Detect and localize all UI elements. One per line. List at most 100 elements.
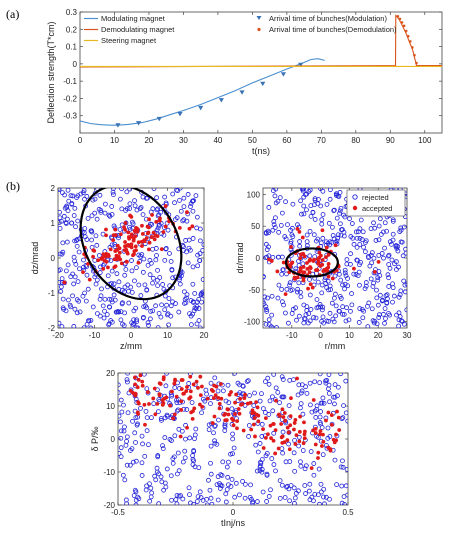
accepted-point [306,286,310,291]
accepted-point [294,433,299,438]
rejected-point [110,189,116,195]
demodulation-arrival-marker [411,46,414,49]
rejected-point [337,294,343,299]
rejected-point [279,482,285,488]
rejected-point [127,226,133,232]
rejected-point [265,295,270,301]
accepted-point [115,248,120,252]
rejected-point [349,221,355,226]
rejected-point [302,483,308,488]
rejected-point [58,225,63,231]
accepted-point [302,420,306,425]
accepted-point [301,278,306,283]
rejected-point [299,211,304,217]
rejected-point [240,383,246,389]
rejected-point [242,495,248,501]
rejected-point [190,208,196,214]
rejected-point [194,299,200,305]
rejected-point [303,312,309,318]
accepted-point [231,423,236,428]
rejected-point [133,502,139,505]
rejected-point [119,301,125,307]
rejected-point [187,492,192,498]
rejected-point [291,450,297,456]
accepted-point [104,227,108,232]
rejected-point [319,221,325,227]
rejected-point [280,267,286,273]
rejected-point [58,289,64,294]
rejected-point [394,312,399,318]
rejected-point [325,435,331,441]
rejected-point [343,483,348,489]
rejected-point [195,252,201,258]
rejected-point [310,209,316,215]
accepted-point [241,428,246,433]
rejected-point [228,451,233,457]
accepted-point [140,383,145,388]
rejected-point [264,309,270,314]
rejected-point [345,418,348,424]
rejected-point [222,428,228,433]
rejected-point [212,438,217,444]
rejected-point [327,399,332,405]
rejected-point [270,408,276,414]
accepted-point [185,210,189,215]
rejected-point [318,409,324,414]
rejected-point [317,414,323,420]
rejected-point [343,318,349,324]
rejected-point [339,483,345,489]
rejected-point [260,406,266,411]
rejected-point [138,293,144,298]
rejected-point [264,499,270,504]
rejected-point [307,380,313,386]
acceptance-ellipse [79,188,183,301]
rejected-point [250,499,256,505]
rejected-point [389,257,395,263]
rejected-point [341,312,347,317]
rejected-point [348,251,353,257]
rejected-point [118,445,124,451]
rejected-point [357,236,363,241]
rejected-point [193,426,199,432]
rejected-point [317,373,323,377]
rejected-point [266,230,271,236]
rejected-point [120,472,126,478]
rejected-point [304,239,310,245]
rejected-point [281,394,287,400]
rejected-point [123,207,129,213]
rejected-point [365,324,371,328]
rejected-point [303,491,308,496]
rejected-point [222,423,228,428]
rejected-point [226,459,231,465]
legend-label: Arrival time of bunches(Demodulation) [269,25,397,34]
accepted-point [318,429,323,433]
accepted-point [96,258,101,263]
rejected-point [384,228,389,234]
rejected-point [289,225,295,231]
rejected-point [185,192,191,197]
rejected-point [155,277,160,283]
rejected-point [301,211,307,217]
rejected-point [266,244,271,250]
rejected-point [301,194,307,200]
rejected-point [127,201,133,207]
rejected-point [349,291,354,296]
rejected-point [270,227,276,233]
rejected-point [216,417,221,423]
rejected-point [141,373,147,377]
rejected-point [344,466,348,472]
rejected-point [342,502,347,505]
rejected-point [289,311,295,316]
rejected-point [340,311,345,317]
rejected-point [353,229,359,235]
accepted-point [321,439,326,444]
rejected-point [319,307,325,313]
accepted-point [316,450,321,455]
accepted-point [251,422,256,427]
accepted-point [269,259,274,263]
rejected-point [208,401,213,406]
rejected-point [386,275,392,281]
rejected-point [184,407,190,412]
rejected-point [272,193,278,199]
accepted-point [138,356,142,360]
